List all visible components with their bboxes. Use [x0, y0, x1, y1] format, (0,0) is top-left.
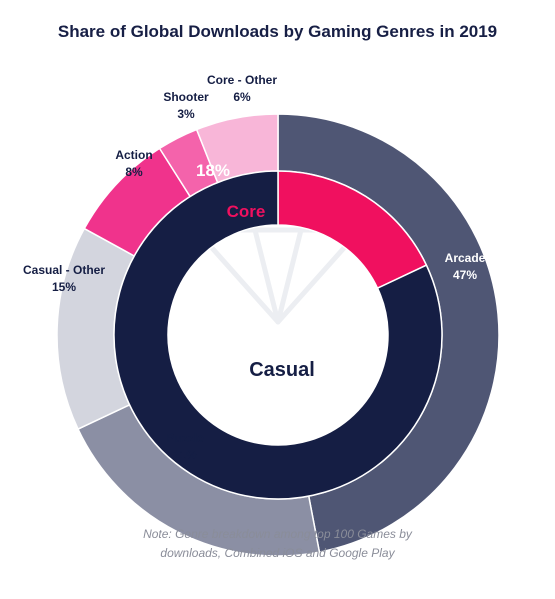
inner-ring	[113, 170, 443, 500]
slice-label-arcade: Arcade	[445, 251, 486, 265]
slice-value-core: 18%	[196, 161, 230, 180]
slice-value-arcade: 47%	[453, 268, 477, 282]
slice-label-core-other: Core - Other	[207, 73, 277, 87]
chart-note: Note: Genre breakdown among top 100 Game…	[0, 525, 555, 563]
slice-value-casual: 82%	[297, 402, 333, 422]
slice-label-shooter: Shooter	[163, 90, 209, 104]
slice-label-core: Core	[227, 202, 266, 221]
slice-label-casual-other: Casual - Other	[23, 263, 105, 277]
slice-casual	[113, 170, 443, 500]
slice-label-casual: Casual	[249, 359, 315, 381]
slice-value-casual-other: 15%	[52, 280, 76, 294]
chart-title: Share of Global Downloads by Gaming Genr…	[57, 22, 498, 41]
slice-value-puzzle: 21%	[173, 448, 197, 462]
slice-value-action: 8%	[125, 165, 143, 179]
slice-label-puzzle: Puzzle	[166, 431, 204, 445]
slice-value-core-other: 6%	[233, 90, 251, 104]
chart-note-line: Note: Genre breakdown among top 100 Game…	[143, 527, 412, 541]
outer-ring	[56, 113, 500, 557]
slice-value-shooter: 3%	[177, 107, 195, 121]
slice-label-action: Action	[115, 148, 152, 162]
slice-labels: Arcade 47% Puzzle 21% Casual - Other 15% Actio…	[23, 73, 486, 462]
chart-note-line: downloads, Combined iOS and Google Play	[160, 546, 395, 560]
